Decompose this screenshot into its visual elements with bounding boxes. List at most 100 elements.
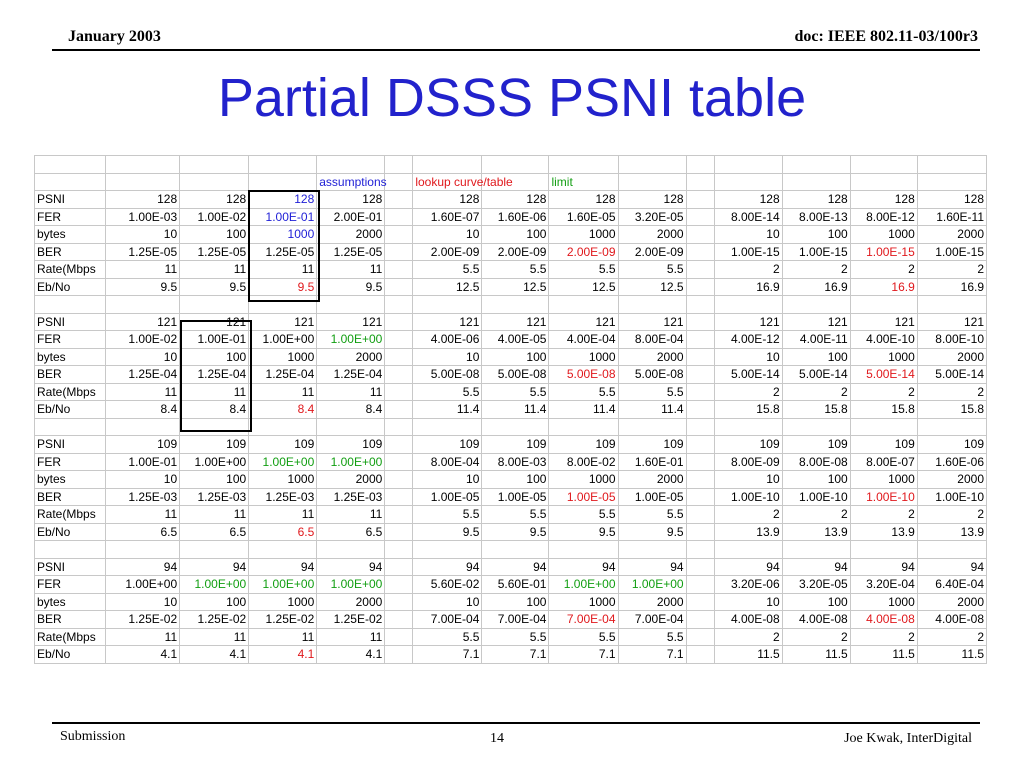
table-cell: 5.00E-08 — [548, 365, 619, 384]
table-cell: 1.00E-02 — [105, 330, 181, 349]
table-cell-empty — [384, 277, 414, 296]
table-cell: 7.1 — [617, 645, 687, 664]
table-row-spacer — [33, 155, 988, 174]
table-cell-empty — [713, 417, 783, 436]
table-cell-empty — [33, 295, 107, 314]
table-cell: 11 — [179, 382, 250, 401]
table-row: FER 1.00E-02 1.00E-01 1.00E+00 1.00E+00 4.00E… — [33, 330, 988, 349]
table-cell: 7.00E-04 — [548, 610, 619, 629]
table-row: FER 1.00E+00 1.00E+00 1.00E+00 1.00E+00 5.60E… — [33, 575, 988, 594]
table-cell-empty — [384, 540, 414, 559]
table-cell: 1000 — [849, 347, 918, 366]
table-cell-empty — [384, 172, 414, 191]
table-cell-empty — [384, 470, 414, 489]
table-cell: 121 — [781, 312, 851, 331]
table-cell-empty — [781, 155, 851, 174]
table-cell: 11.4 — [617, 400, 687, 419]
table-cell: 94 — [781, 557, 851, 576]
table-cell: 1.25E-05 — [316, 242, 386, 261]
table-cell: 4.00E-08 — [713, 610, 783, 629]
table-cell: 10 — [412, 592, 483, 611]
table-cell-empty — [781, 295, 851, 314]
table-cell: 2 — [849, 382, 918, 401]
table-cell: 2 — [916, 627, 988, 646]
table-cell: 2 — [713, 627, 783, 646]
table-cell: 5.5 — [481, 627, 550, 646]
table-cell: 1.00E+00 — [248, 330, 318, 349]
table-cell: 1.25E-05 — [105, 242, 181, 261]
table-cell: 128 — [617, 190, 687, 209]
table-cell: 1.25E-04 — [179, 365, 250, 384]
row-label: FER — [33, 207, 107, 226]
table-row: bytes 10 100 1000 2000 10 100 1000 2000 10 100 1000… — [33, 470, 988, 489]
table-cell-empty — [713, 540, 783, 559]
table-cell: 8.00E-07 — [849, 452, 918, 471]
table-cell: 5.60E-01 — [481, 575, 550, 594]
table-cell-empty — [105, 540, 181, 559]
table-cell: 1.00E-10 — [781, 487, 851, 506]
table-cell: 121 — [412, 312, 483, 331]
table-cell: 100 — [781, 592, 851, 611]
table-cell: 5.5 — [412, 260, 483, 279]
row-label: Rate(Mbps — [33, 627, 107, 646]
table-cell: 2000 — [617, 592, 687, 611]
table-cell-empty — [384, 260, 414, 279]
table-cell: 13.9 — [916, 522, 988, 541]
table-cell: 12.5 — [412, 277, 483, 296]
table-cell: 8.00E-09 — [713, 452, 783, 471]
table-cell-empty — [617, 172, 687, 191]
table-row: bytes 10 100 1000 2000 10 100 1000 2000 10 100 1000… — [33, 225, 988, 244]
table-cell: 100 — [481, 470, 550, 489]
table-cell: 9.5 — [412, 522, 483, 541]
table-cell-empty — [916, 155, 988, 174]
header-rule — [52, 49, 980, 51]
table-cell: 109 — [316, 435, 386, 454]
table-cell: 4.00E-10 — [849, 330, 918, 349]
table-cell-empty — [33, 155, 107, 174]
table-cell: 1.00E+00 — [617, 575, 687, 594]
table-cell: 2000 — [617, 347, 687, 366]
table-cell-empty — [384, 347, 414, 366]
table-cell-empty — [685, 155, 715, 174]
table-cell: 1.25E-04 — [316, 365, 386, 384]
table-cell: 11 — [316, 505, 386, 524]
table-cell: 2 — [916, 505, 988, 524]
table-cell: 6.5 — [316, 522, 386, 541]
row-label: bytes — [33, 347, 107, 366]
row-label: FER — [33, 575, 107, 594]
table-cell-empty — [685, 522, 715, 541]
table-cell: 1000 — [849, 470, 918, 489]
table-cell-empty — [916, 540, 988, 559]
footer-rule — [52, 722, 980, 724]
table-cell-empty — [713, 172, 783, 191]
table-cell-empty — [548, 417, 619, 436]
table-cell: 2000 — [316, 225, 386, 244]
table-row: PSNI 128 128 128 128 128 128 128 128 128 128 128 128 — [33, 190, 988, 209]
table-cell: 10 — [713, 347, 783, 366]
table-cell-empty — [617, 155, 687, 174]
annotation-lookup: lookup curve/table — [412, 172, 513, 191]
table-cell-empty — [849, 155, 918, 174]
table-cell: 4.1 — [179, 645, 250, 664]
table-cell-empty — [685, 540, 715, 559]
table-cell-empty — [849, 417, 918, 436]
table-cell-empty — [916, 172, 988, 191]
table-cell: 7.1 — [548, 645, 619, 664]
table-cell-empty — [685, 627, 715, 646]
table-cell: 10 — [105, 470, 181, 489]
table-cell-empty — [384, 365, 414, 384]
table-cell-empty — [685, 435, 715, 454]
table-row-annotations: assumptions lookup curve/table limit — [33, 172, 988, 191]
table-cell: 10 — [412, 347, 483, 366]
row-label: bytes — [33, 592, 107, 611]
table-cell: 94 — [248, 557, 318, 576]
table-cell: 11 — [316, 260, 386, 279]
table-cell: 1.25E-02 — [316, 610, 386, 629]
table-cell: 109 — [849, 435, 918, 454]
table-cell: 2000 — [617, 470, 687, 489]
table-cell: 4.00E-11 — [781, 330, 851, 349]
table-cell: 3.20E-04 — [849, 575, 918, 594]
table-cell: 11.5 — [849, 645, 918, 664]
table-cell: 109 — [781, 435, 851, 454]
slide-title: Partial DSSS PSNI table — [217, 68, 807, 128]
